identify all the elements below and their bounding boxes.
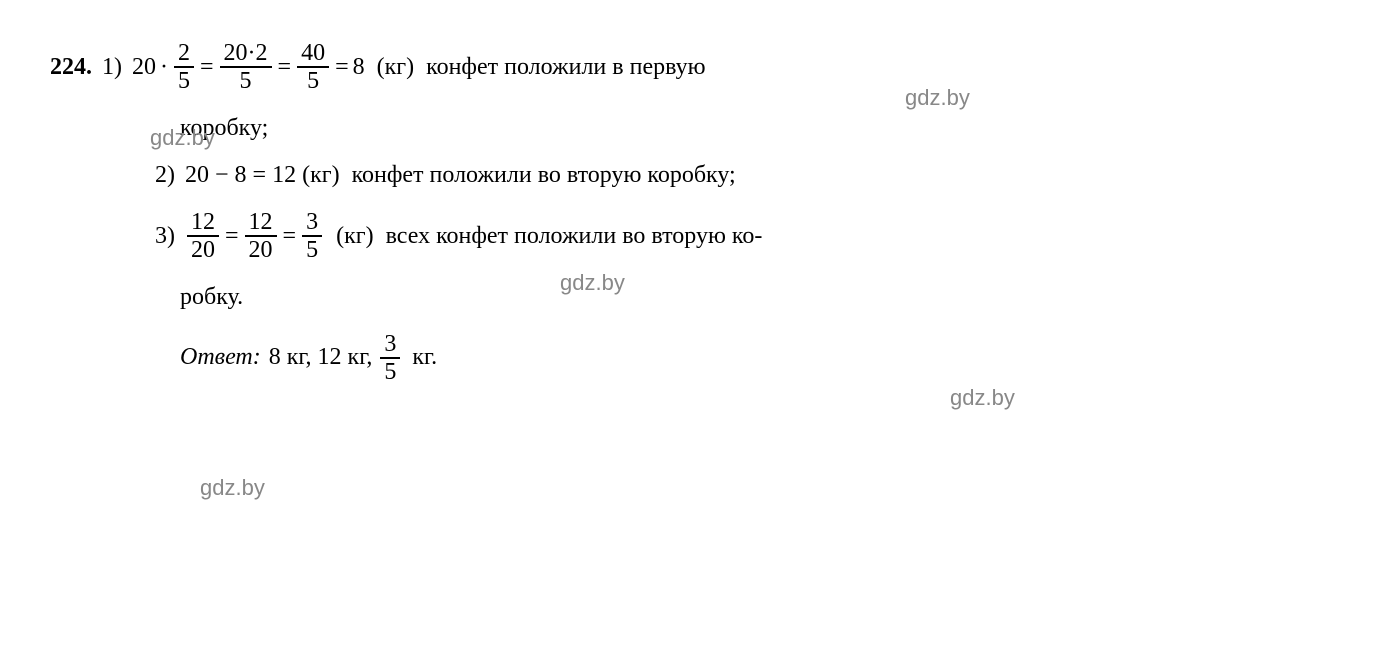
step-1-line: 224. 1) 20 · 2 5 = 20·2 5 = 40 5 = 8 (кг… <box>50 40 1349 95</box>
step-1-lhs-int: 20 <box>132 54 156 81</box>
eq-sign: = <box>335 54 349 81</box>
step-1-frac1: 2 5 <box>174 40 194 95</box>
step-1-unit: (кг) <box>377 54 415 81</box>
eq-sign: = <box>283 223 297 250</box>
answer-part2: кг. <box>412 344 437 371</box>
step-3-continuation: робку. <box>50 284 1349 311</box>
step-3-frac1: 12 20 <box>187 209 219 264</box>
frac-den: 20 <box>245 237 277 263</box>
answer-frac: 3 5 <box>380 331 400 386</box>
answer-part1: 8 кг, 12 кг, <box>269 344 373 371</box>
step-1-frac3: 40 5 <box>297 40 329 95</box>
eq-sign: = <box>200 54 214 81</box>
frac-num: 2 <box>174 40 194 68</box>
answer-label: Ответ: <box>180 344 261 371</box>
frac-den: 20 <box>187 237 219 263</box>
step-2-label: 2) <box>155 162 175 189</box>
step-2-expr: 20 − 8 = 12 (кг) <box>185 162 340 189</box>
step-3-text: всех конфет положили во вторую ко- <box>386 223 763 250</box>
step-3-frac3: 3 5 <box>302 209 322 264</box>
frac-num: 40 <box>297 40 329 68</box>
step-3-line: 3) 12 20 = 12 20 = 3 5 (кг) всех конфет … <box>50 209 1349 264</box>
step-2-line: 2) 20 − 8 = 12 (кг) конфет положили во в… <box>50 162 1349 189</box>
frac-den: 5 <box>303 68 323 94</box>
step-1-frac2: 20·2 5 <box>220 40 272 95</box>
step-3-frac2: 12 20 <box>245 209 277 264</box>
step-1-result: 8 <box>353 54 365 81</box>
watermark: gdz.by <box>200 475 265 501</box>
frac-num: 20·2 <box>220 40 272 68</box>
frac-den: 5 <box>302 237 322 263</box>
answer-line: Ответ: 8 кг, 12 кг, 3 5 кг. <box>50 331 1349 386</box>
problem-number: 224. <box>50 54 92 81</box>
step-3-unit: (кг) <box>336 223 374 250</box>
frac-den: 5 <box>236 68 256 94</box>
frac-num: 3 <box>380 331 400 359</box>
step-1-text: конфет положили в первую <box>426 54 705 81</box>
eq-sign: = <box>225 223 239 250</box>
frac-num: 3 <box>302 209 322 237</box>
watermark: gdz.by <box>950 385 1015 411</box>
step-3-label: 3) <box>155 223 175 250</box>
frac-num: 12 <box>187 209 219 237</box>
frac-den: 5 <box>174 68 194 94</box>
frac-den: 5 <box>380 359 400 385</box>
step-2-text: конфет положили во вторую коробку; <box>352 162 736 189</box>
step-1-dot: · <box>160 54 168 81</box>
frac-num: 12 <box>245 209 277 237</box>
step-1-continuation: коробку; <box>50 115 1349 142</box>
step-1-label: 1) <box>102 54 122 81</box>
eq-sign: = <box>278 54 292 81</box>
